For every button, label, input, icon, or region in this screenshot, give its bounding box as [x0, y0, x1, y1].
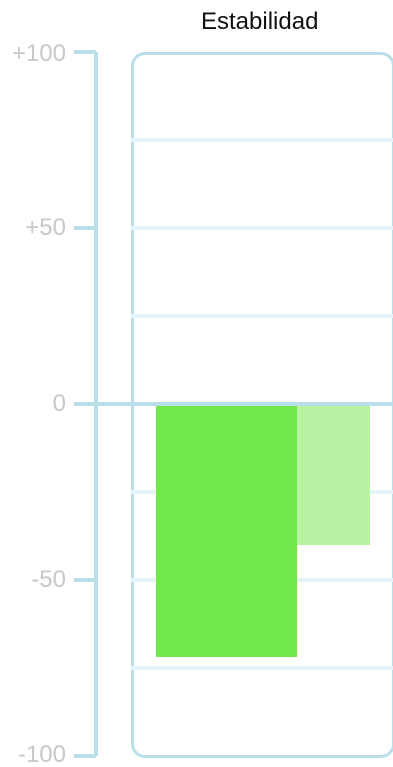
gridline [131, 666, 393, 670]
y-tick-mark [74, 754, 96, 758]
chart-title: Estabilidad [201, 8, 319, 35]
bar-1 [156, 404, 297, 658]
y-tick-mark [74, 402, 96, 406]
y-tick-label: +100 [11, 40, 66, 67]
gridline [131, 138, 393, 142]
zero-baseline [74, 402, 393, 406]
y-tick-label: -100 [17, 741, 66, 767]
y-tick-mark [74, 50, 96, 54]
bar-2 [297, 404, 370, 545]
y-tick-label: +50 [25, 214, 66, 241]
y-tick-label: 0 [52, 390, 66, 417]
y-tick-mark [74, 578, 96, 582]
y-tick-label: -50 [31, 566, 66, 593]
y-tick-mark [74, 226, 96, 230]
gridline [131, 314, 393, 318]
gridline [131, 226, 393, 230]
